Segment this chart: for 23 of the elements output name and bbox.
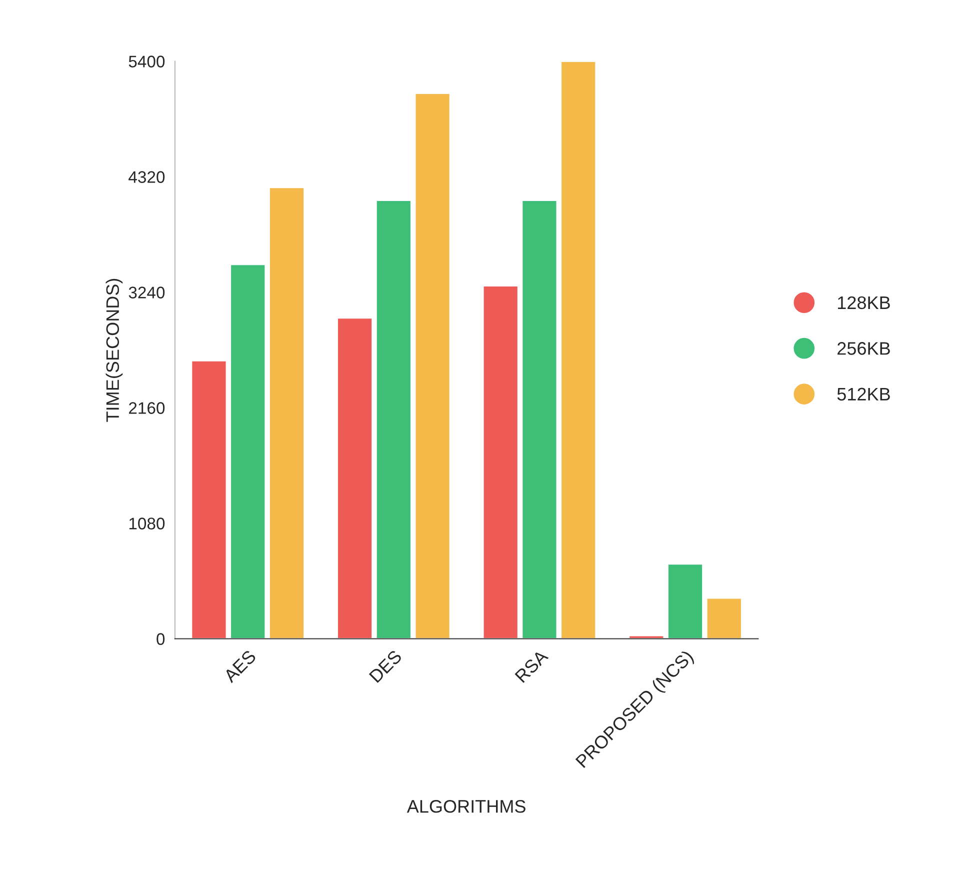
legend-label: 512KB <box>837 388 890 401</box>
bar <box>336 317 373 639</box>
legend-label: 256KB <box>838 342 890 355</box>
y-tick-label: 1080 <box>129 518 165 530</box>
y-tick-label: 3240 <box>128 286 165 298</box>
bar <box>414 92 451 639</box>
bar <box>560 61 597 639</box>
bar <box>482 285 519 639</box>
y-tick-label: 4320 <box>128 171 165 183</box>
y-tick-label: 0 <box>156 633 165 645</box>
bar <box>706 597 742 639</box>
x-tick-label: RSA <box>514 648 549 684</box>
bar <box>521 200 558 639</box>
bar <box>268 186 305 639</box>
bar <box>375 200 412 639</box>
y-axis-title: TIME(SECONDS) <box>106 278 123 422</box>
y-tick-label: 5400 <box>128 56 165 68</box>
x-axis-title: ALGORITHMS <box>406 800 526 813</box>
legend-label: 128KB <box>838 296 890 310</box>
bar <box>667 563 704 639</box>
bar <box>190 360 228 639</box>
bar <box>230 264 266 639</box>
y-tick-label: 2160 <box>129 402 165 414</box>
